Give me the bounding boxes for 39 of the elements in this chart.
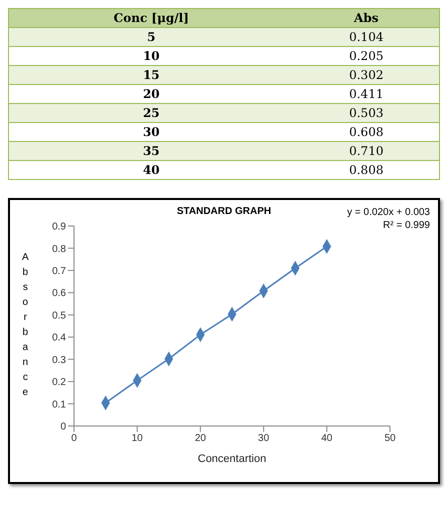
text: 0.808: [294, 160, 440, 180]
y-tick-label: 0: [60, 422, 66, 433]
y-tick-label: 0.6: [52, 288, 66, 300]
text: 25: [8, 104, 294, 122]
text: 20: [8, 84, 294, 104]
x-tick-label: 50: [384, 433, 396, 444]
text: 5: [8, 28, 294, 46]
x-tick-label: 0: [71, 433, 78, 444]
text: Abs: [294, 8, 440, 28]
text: 15: [8, 66, 294, 84]
x-tick-label: 40: [321, 433, 333, 444]
text: 0.503: [294, 104, 440, 122]
text: 0.710: [294, 142, 440, 160]
text: Conc [μg/l]: [8, 8, 294, 28]
text: Absorbance: [22, 252, 29, 398]
text: y = 0.020x + 0.003: [347, 206, 430, 219]
y-tick-label: 0.3: [52, 354, 66, 366]
chart-title: STANDARD GRAPH: [176, 206, 272, 217]
x-tick-label: 30: [258, 433, 270, 444]
text: 0.205: [294, 46, 440, 66]
y-tick-label: 0.9: [52, 222, 66, 233]
text: 0.104: [294, 28, 440, 46]
y-tick-label: 0.5: [52, 310, 66, 322]
y-tick-label: 0.4: [52, 332, 66, 344]
x-axis-title: Concentartion: [198, 453, 266, 465]
text: 0.302: [294, 66, 440, 84]
y-tick-label: 0.1: [52, 399, 66, 410]
text: 35: [8, 142, 294, 160]
text: 30: [8, 122, 294, 142]
y-tick-label: 0.2: [52, 377, 66, 388]
text: 0.608: [294, 122, 440, 142]
text: 40: [8, 160, 294, 180]
x-tick-label: 20: [194, 433, 206, 444]
y-tick-label: 0.7: [52, 266, 66, 277]
x-tick-label: 10: [132, 433, 144, 444]
annotation: R² = 0.999: [382, 219, 430, 232]
text: 0.411: [294, 84, 440, 104]
y-tick-label: 0.8: [52, 244, 66, 255]
text: 10: [8, 46, 294, 66]
